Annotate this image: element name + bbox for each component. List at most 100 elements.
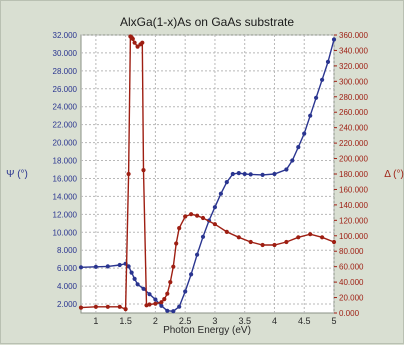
y-right-tick-label: 320.000	[339, 62, 368, 71]
data-point-right	[248, 239, 253, 245]
data-point-right	[236, 235, 241, 240]
data-point-right	[171, 264, 176, 269]
y-left-axis-label: Ψ (°)	[6, 169, 28, 180]
y-left-tick-label: 32.000	[53, 31, 78, 40]
y-left-tick-label: 16.000	[53, 174, 78, 183]
y-right-tick-label: 60.000	[339, 263, 364, 272]
data-point-left	[260, 172, 265, 177]
data-point-left	[302, 131, 307, 136]
y-left-tick-label: 26.000	[53, 85, 78, 94]
data-point-right	[177, 226, 182, 231]
data-point-left	[183, 289, 188, 294]
data-point-left	[236, 171, 241, 176]
y-right-tick-label: 40.000	[339, 278, 364, 287]
y-right-tick-label: 360.000	[339, 31, 368, 40]
data-point-right	[224, 229, 229, 234]
y-left-tick-label: 14.000	[53, 192, 78, 201]
y-left-tick-label: 10.000	[53, 228, 78, 237]
y-left-tick-label: 12.000	[53, 210, 78, 219]
data-point-right	[331, 239, 337, 245]
y-right-tick-label: 200.000	[339, 155, 368, 164]
y-right-tick-label: 160.000	[339, 185, 368, 194]
data-point-left	[171, 309, 176, 314]
y-right-tick-label: 240.000	[339, 124, 368, 133]
chart-title: AlxGa(1-x)As on GaAs substrate	[120, 15, 294, 29]
data-point-left	[135, 282, 140, 287]
y-right-tick-label: 220.000	[339, 139, 368, 148]
data-point-right	[174, 241, 179, 246]
data-point-right	[320, 235, 325, 240]
series-layer	[78, 34, 337, 314]
data-point-right	[140, 40, 145, 45]
x-tick-label: 4	[272, 316, 277, 326]
data-point-right	[159, 300, 164, 305]
x-tick-label: 2	[153, 316, 158, 326]
data-point-right	[162, 297, 167, 302]
data-point-right	[260, 242, 265, 248]
x-tick-label: 4.5	[298, 316, 311, 326]
data-point-right	[126, 171, 131, 177]
data-point-left	[272, 171, 277, 177]
data-point-left	[200, 234, 206, 239]
data-point-right	[105, 304, 110, 309]
data-point-right	[165, 291, 170, 296]
data-point-left	[248, 172, 253, 177]
data-point-left	[126, 264, 131, 269]
data-point-right	[117, 304, 122, 309]
x-tick-label: 3	[212, 316, 217, 326]
data-point-left	[93, 264, 98, 269]
data-point-left	[153, 297, 158, 302]
data-point-left	[242, 171, 247, 177]
x-tick-label: 2.5	[179, 316, 192, 326]
data-point-right	[132, 40, 137, 45]
y-left-tick-label: 18.000	[53, 157, 78, 166]
y-right-tick-label: 80.000	[339, 247, 364, 256]
y-left-tick-label: 28.000	[53, 67, 78, 76]
data-point-right	[183, 214, 188, 219]
data-point-left	[308, 113, 313, 118]
data-point-right	[189, 212, 194, 217]
data-point-left	[177, 304, 182, 309]
data-point-left	[296, 145, 301, 150]
data-point-left	[159, 303, 164, 308]
data-point-right	[168, 280, 173, 285]
data-point-left	[141, 286, 146, 291]
x-tick-label: 3.5	[238, 316, 251, 326]
y-right-tick-label: 280.000	[339, 93, 368, 102]
y-right-tick-label: 0.000	[339, 309, 360, 318]
data-point-right	[296, 235, 301, 240]
y-right-tick-label: 180.000	[339, 170, 368, 179]
data-point-left	[290, 158, 295, 163]
left-axis-ticks: 2.000 4.000 6.000 8.000 10.000 12.000 14.000 16…	[53, 31, 78, 309]
y-right-tick-label: 120.000	[339, 216, 368, 225]
data-point-left	[195, 252, 200, 257]
y-right-tick-label: 300.000	[339, 77, 368, 86]
data-point-left	[132, 276, 137, 281]
x-axis-label: Photon Energy (eV)	[163, 325, 251, 336]
y-left-tick-label: 4.000	[57, 282, 78, 291]
y-right-tick-label: 100.000	[339, 232, 368, 241]
data-point-left	[189, 272, 194, 277]
data-point-right	[93, 304, 98, 309]
data-point-left	[325, 59, 331, 64]
x-tick-label: 1.5	[119, 316, 132, 326]
y-left-tick-label: 30.000	[53, 49, 78, 58]
data-point-left	[117, 262, 122, 268]
y-left-tick-label: 24.000	[53, 103, 78, 112]
data-point-left	[320, 77, 325, 82]
data-point-right	[135, 44, 140, 49]
data-point-right	[153, 301, 158, 306]
data-point-right	[308, 232, 313, 237]
data-point-right	[147, 302, 152, 307]
data-point-right	[284, 239, 289, 245]
y-left-tick-label: 20.000	[53, 139, 78, 148]
data-point-right	[123, 307, 128, 312]
x-tick-label: 1	[93, 316, 98, 326]
y-right-tick-label: 20.000	[339, 294, 364, 303]
data-point-left	[314, 95, 319, 100]
data-point-left	[284, 167, 289, 172]
data-point-right	[130, 36, 135, 42]
data-point-right	[272, 242, 277, 248]
